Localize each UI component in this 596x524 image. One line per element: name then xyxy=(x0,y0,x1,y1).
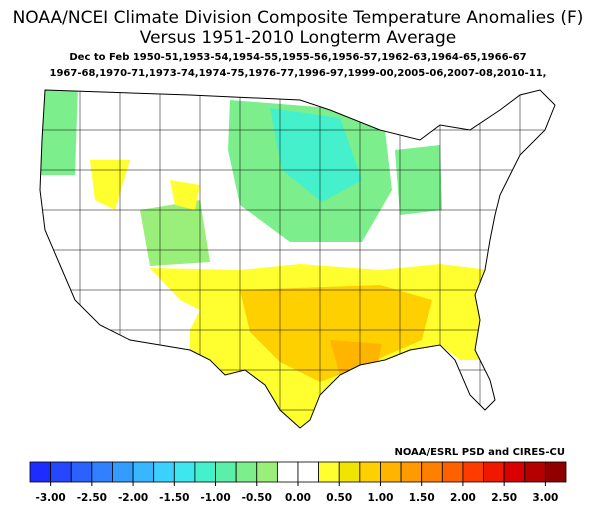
colorbar-box xyxy=(276,461,299,483)
colorbar-box xyxy=(544,461,567,483)
colorbar-tick-label: 1.50 xyxy=(409,492,435,504)
colorbar-tick-label: -1.50 xyxy=(159,492,189,504)
colorbar-tick-label: -2.00 xyxy=(118,492,148,504)
colorbar-box xyxy=(70,461,93,483)
credit: NOAA/ESRL PSD and CIRES-CU xyxy=(394,447,565,458)
colorbar-tick-label: 2.00 xyxy=(450,492,476,504)
colorbar-box xyxy=(91,461,113,483)
colorbar-box xyxy=(297,461,320,483)
colorbar-box xyxy=(503,461,526,483)
colorbar-box xyxy=(50,461,72,483)
colorbar-box xyxy=(215,461,237,483)
colorbar-box xyxy=(338,461,361,483)
colorbar-box xyxy=(421,461,443,483)
colorbar-box xyxy=(153,461,175,483)
colorbar-tick-label: 0.50 xyxy=(326,492,352,504)
colorbar-box xyxy=(318,461,340,483)
colorbar-tick-label: 0.00 xyxy=(285,492,311,504)
colorbar-box xyxy=(462,461,484,483)
colorbar-box xyxy=(483,461,505,483)
colorbar-box xyxy=(173,461,196,483)
colorbar-tick-label: -0.50 xyxy=(242,492,272,504)
subtitle: 1967-68,1970-71,1973-74,1974-75,1976-77,… xyxy=(50,68,547,79)
colorbar-box xyxy=(235,461,258,483)
us-map xyxy=(39,89,556,429)
title: NOAA/NCEI Climate Division Composite Tem… xyxy=(13,8,584,28)
colorbar-box xyxy=(194,461,216,483)
colorbar-tick-label: -2.50 xyxy=(77,492,107,504)
colorbar-box xyxy=(132,461,155,483)
colorbar-tick-label: 1.00 xyxy=(368,492,394,504)
colorbar-box xyxy=(29,461,52,483)
colorbar-box xyxy=(400,461,423,483)
colorbar-tick-label: -1.00 xyxy=(200,492,230,504)
subtitle: Dec to Feb 1950-51,1953-54,1954-55,1955-… xyxy=(69,52,526,63)
title: Versus 1951-2010 Longterm Average xyxy=(140,28,456,48)
colorbar-box xyxy=(380,461,402,483)
colorbar-tick-label: 2.50 xyxy=(491,492,517,504)
colorbar-tick-label: -3.00 xyxy=(35,492,65,504)
colorbar-box xyxy=(112,461,134,483)
colorbar-box xyxy=(256,461,278,483)
colorbar-box xyxy=(441,461,464,483)
colorbar-tick-label: 3.00 xyxy=(532,492,558,504)
colorbar-box xyxy=(524,461,546,483)
colorbar-box xyxy=(359,461,381,483)
